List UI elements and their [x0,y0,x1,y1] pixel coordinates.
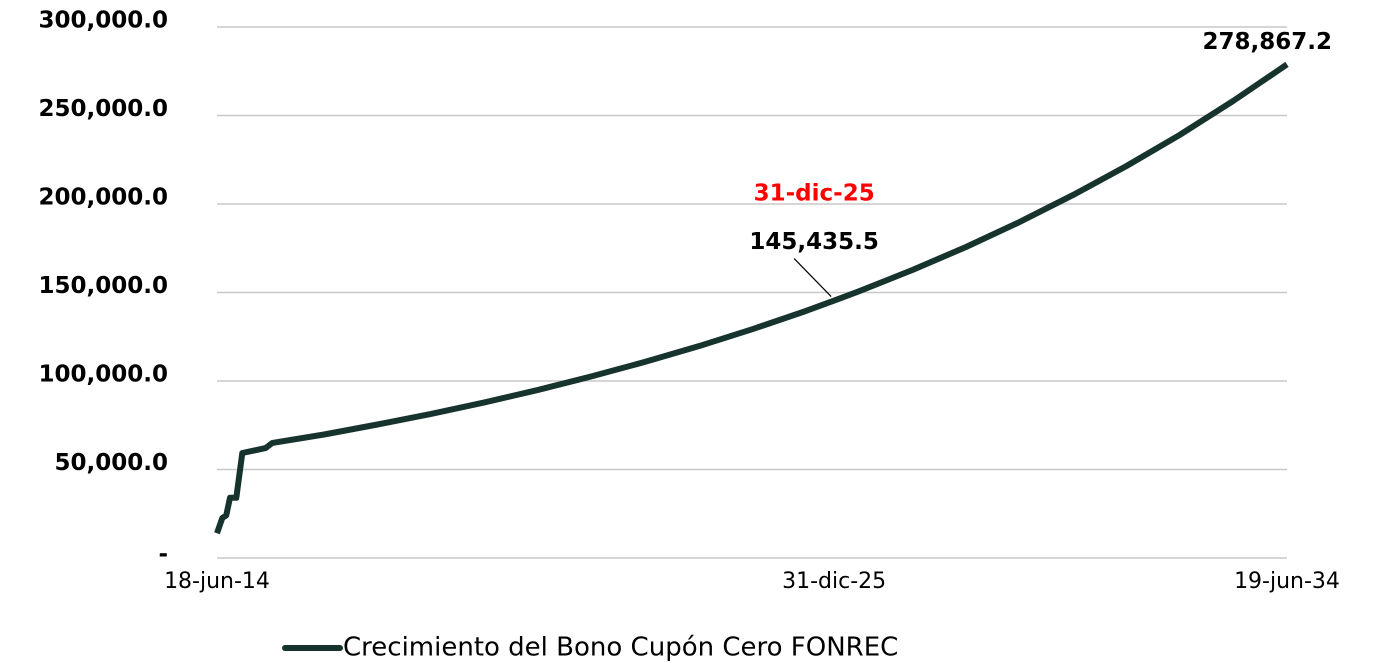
y-tick-label: - [158,542,168,568]
x-tick-label: 31-dic-25 [782,569,886,594]
leader-line [793,258,832,297]
y-tick-label: 250,000.0 [39,96,169,122]
data-label: 145,435.5 [749,229,879,255]
y-tick-label: 150,000.0 [39,273,169,299]
legend-label: Crecimiento del Bono Cupón Cero FONREC [343,633,898,663]
data-label: 278,867.2 [1203,29,1333,55]
y-tick-label: 50,000.0 [55,450,169,476]
x-tick-label: 19-jun-34 [1234,569,1340,594]
y-tick-label: 100,000.0 [39,362,169,388]
line [214,61,1289,535]
annotation: 31-dic-25 [754,181,875,207]
y-tick-label: 300,000.0 [39,8,169,34]
y-tick-label: 200,000.0 [39,185,169,211]
x-tick-label: 18-jun-14 [164,569,270,594]
